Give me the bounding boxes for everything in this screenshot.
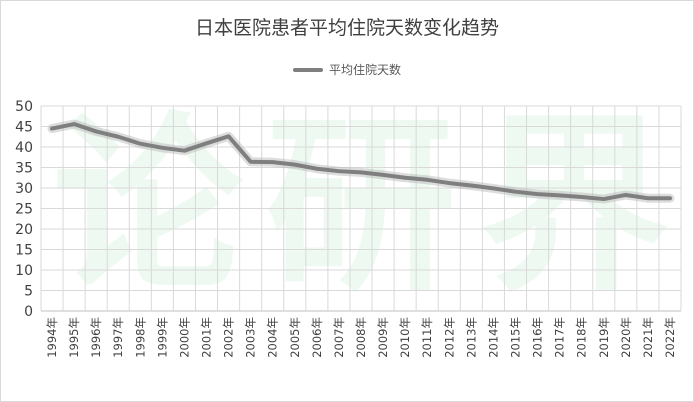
x-tick-label: 1995年	[67, 317, 81, 358]
x-tick-label: 2022年	[663, 317, 677, 358]
x-tick-label: 2011年	[420, 317, 434, 358]
x-tick-label: 2010年	[398, 317, 412, 358]
y-tick-label: 0	[24, 304, 33, 320]
y-tick-label: 10	[15, 263, 33, 279]
legend-label: 平均住院天数	[328, 63, 401, 77]
x-tick-label: 1994年	[45, 317, 59, 358]
x-tick-label: 2016年	[531, 317, 545, 358]
y-axis-ticks: 0 5 10 15 20 25 30 35 40 45 50	[15, 99, 33, 320]
x-axis-ticks: 1994年 1995年 1996年 1997年 1998年 1999年 2000年 2001年…	[45, 317, 677, 358]
x-tick-label: 2002年	[222, 317, 236, 358]
x-tick-label: 2014年	[486, 317, 500, 358]
x-tick-label: 2000年	[177, 317, 191, 358]
x-tick-label: 1997年	[111, 317, 125, 358]
y-tick-label: 25	[15, 202, 33, 218]
y-tick-label: 35	[15, 161, 33, 177]
x-tick-label: 1999年	[155, 317, 169, 358]
legend-swatch	[292, 67, 323, 72]
x-tick-label: 2018年	[575, 317, 589, 358]
x-tick-label: 2012年	[442, 317, 456, 358]
x-tick-label: 2019年	[597, 317, 611, 358]
chart-title: 日本医院患者平均住院天数变化趋势	[194, 17, 499, 39]
y-tick-label: 40	[15, 140, 33, 156]
y-tick-label: 45	[15, 120, 33, 136]
x-tick-label: 2006年	[310, 317, 324, 358]
y-tick-label: 50	[15, 99, 33, 115]
legend: 平均住院天数	[1, 61, 693, 78]
series-layer	[47, 119, 675, 204]
x-tick-label: 1998年	[133, 317, 147, 358]
x-tick-label: 2004年	[266, 317, 280, 358]
y-tick-label: 30	[15, 181, 33, 197]
x-tick-label: 1996年	[89, 317, 103, 358]
x-tick-label: 2017年	[553, 317, 567, 358]
x-tick-label: 2009年	[376, 317, 390, 358]
x-tick-label: 2013年	[464, 317, 478, 358]
y-tick-label: 5	[24, 284, 33, 300]
x-tick-label: 2008年	[354, 317, 368, 358]
x-tick-label: 2020年	[619, 317, 633, 358]
x-tick-label: 2005年	[288, 317, 302, 358]
x-tick-label: 2001年	[200, 317, 214, 358]
x-tick-label: 2021年	[641, 317, 655, 358]
x-tick-label: 2007年	[332, 317, 346, 358]
gridlines	[40, 105, 682, 312]
x-tick-label: 2015年	[508, 317, 522, 358]
y-tick-label: 20	[15, 222, 33, 238]
x-tick-label: 2003年	[244, 317, 258, 358]
y-tick-label: 15	[15, 243, 33, 259]
